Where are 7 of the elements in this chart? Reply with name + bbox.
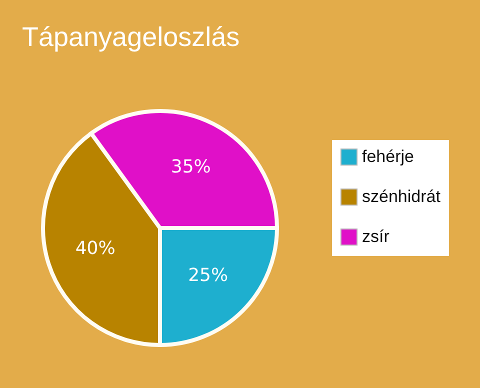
legend-label: fehérje xyxy=(362,147,414,166)
data-label: 25% xyxy=(188,265,228,286)
chart-title: Tápanyageloszlás xyxy=(22,22,240,52)
legend-label: zsír xyxy=(362,227,390,246)
legend-label: szénhidrát xyxy=(362,187,441,206)
data-label: 40% xyxy=(75,238,116,260)
data-label: 35% xyxy=(170,156,211,178)
